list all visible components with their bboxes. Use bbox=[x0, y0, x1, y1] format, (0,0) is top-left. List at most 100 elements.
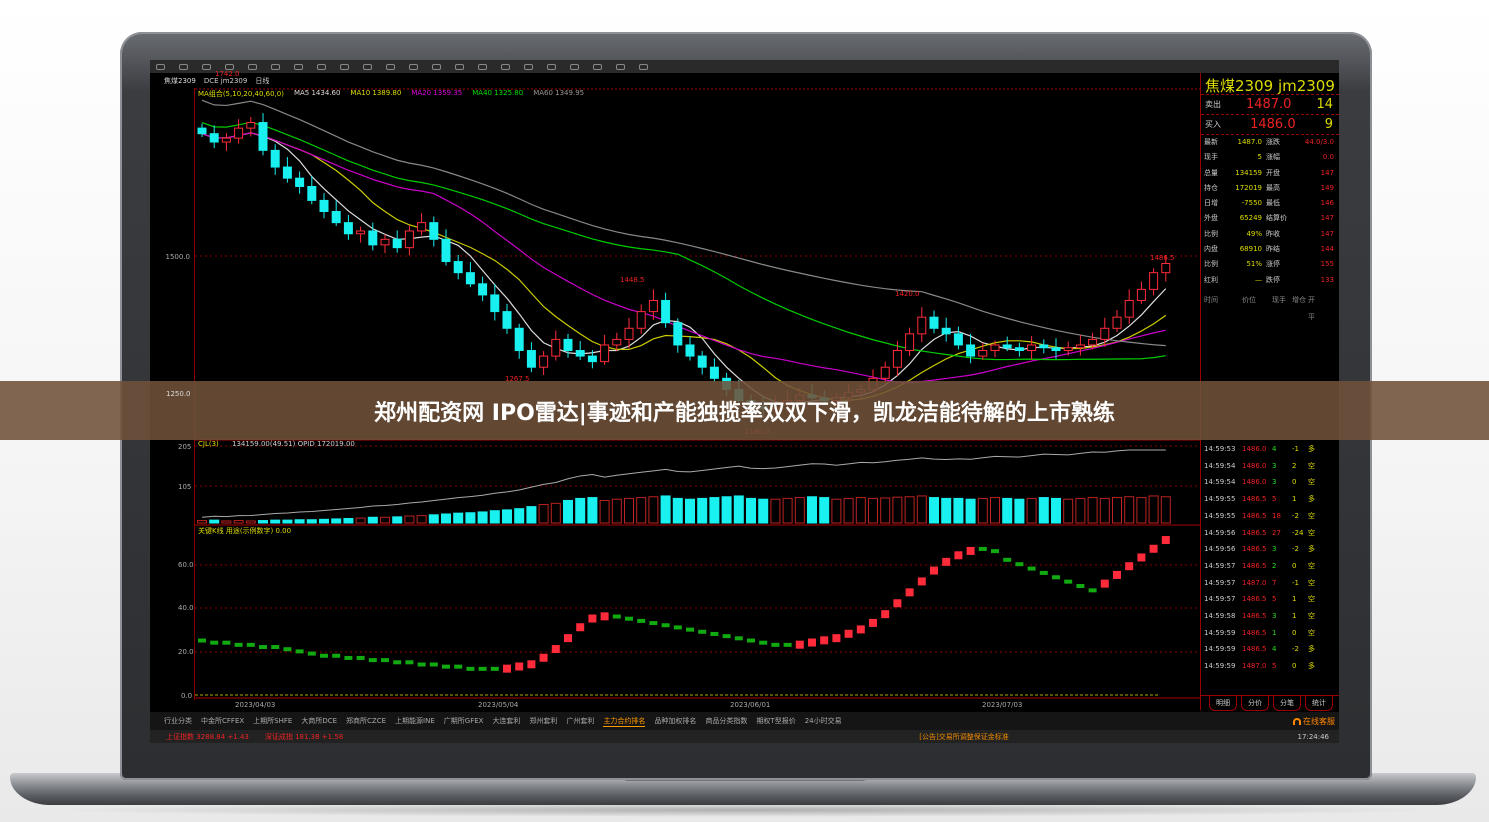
volume-bar bbox=[770, 498, 781, 524]
quote-tab[interactable]: 分价 bbox=[1241, 696, 1269, 711]
market-tab[interactable]: 行业分类 bbox=[164, 717, 192, 725]
contract-menu[interactable]: DCE jm2309 bbox=[203, 76, 248, 85]
market-tab[interactable]: 期权T型报价 bbox=[756, 717, 796, 725]
quote-tab[interactable]: 统计 bbox=[1305, 696, 1333, 711]
tri-tool-icon[interactable] bbox=[570, 63, 579, 70]
trade-cell: 18 bbox=[1272, 511, 1281, 520]
ma-legend-item: MA40 1325.80 bbox=[472, 89, 524, 97]
trade-cell: 14:59:55 bbox=[1204, 495, 1236, 504]
candle-up bbox=[648, 299, 658, 313]
indicator-up-mark bbox=[1125, 562, 1134, 571]
candle-down bbox=[1039, 344, 1049, 349]
volume-bar bbox=[794, 497, 805, 524]
indicator-up-mark bbox=[1113, 570, 1121, 579]
rect-tool-icon[interactable] bbox=[294, 63, 303, 70]
volume-bar bbox=[1099, 497, 1110, 524]
trade-cell: -2 bbox=[1292, 645, 1299, 654]
volume-bar bbox=[636, 497, 647, 524]
volume-bar bbox=[904, 496, 915, 524]
market-tab[interactable]: 上期能源INE bbox=[395, 717, 435, 725]
stat-label: 跌停 bbox=[1266, 275, 1280, 284]
candle-down bbox=[1051, 347, 1061, 352]
trade-cell: 14:59:54 bbox=[1204, 478, 1236, 487]
stat-value: 51% bbox=[1246, 260, 1262, 269]
online-service-button[interactable]: 在线客服 bbox=[1293, 716, 1335, 727]
trade-list[interactable]: 14:59:53 1486.0 4 -1 多 14:59:54 1486.0 3 2 空 14:59… bbox=[1201, 441, 1339, 675]
market-tab[interactable]: 中金所CFFEX bbox=[201, 717, 245, 725]
stat-value: 172019 bbox=[1235, 183, 1262, 192]
quote-tab[interactable]: 分笔 bbox=[1273, 696, 1301, 711]
fib-tool-icon[interactable] bbox=[386, 63, 395, 70]
candle-down bbox=[563, 338, 573, 352]
check-tool-icon[interactable] bbox=[639, 63, 648, 70]
date-label: 2023/06/01 bbox=[730, 701, 771, 709]
stat-value: 49% bbox=[1246, 229, 1262, 238]
market-tab[interactable]: 广期所GFEX bbox=[443, 717, 484, 725]
market-tab[interactable]: 郑州套利 bbox=[529, 717, 558, 725]
volume-bar bbox=[807, 496, 817, 524]
candle-up bbox=[356, 230, 366, 235]
candle-up bbox=[417, 222, 427, 232]
time-tool-icon[interactable] bbox=[432, 63, 441, 70]
measure-tool-icon[interactable] bbox=[248, 63, 257, 70]
notice-ticker[interactable]: [公告]交易所调整保证金标准 bbox=[919, 732, 1009, 741]
trade-cell: 空 bbox=[1308, 478, 1315, 487]
trade-row: 14:59:57 1486.5 5 1 空 bbox=[1201, 591, 1339, 608]
market-tab[interactable]: 大商所DCE bbox=[301, 717, 338, 725]
market-tab[interactable]: 上期所SHFE bbox=[253, 717, 293, 725]
market-tab[interactable]: 主力合约排名 bbox=[603, 716, 646, 727]
box2-tool-icon[interactable] bbox=[317, 63, 326, 70]
stat-value: 149 bbox=[1320, 183, 1334, 192]
wave-tool-icon[interactable] bbox=[524, 63, 533, 70]
tri3-tool-icon[interactable] bbox=[616, 63, 625, 70]
volume-bar bbox=[880, 497, 891, 524]
wave2-tool-icon[interactable] bbox=[547, 63, 556, 70]
price-annotation: 1420.0 bbox=[895, 290, 920, 298]
angle-tool-icon[interactable] bbox=[455, 63, 464, 70]
indicator-down-mark bbox=[295, 649, 304, 654]
cycle-tool-icon[interactable] bbox=[363, 63, 372, 70]
volume-bar bbox=[831, 498, 842, 524]
contract-name[interactable]: 焦煤2309 bbox=[164, 76, 196, 85]
line-tool-icon[interactable] bbox=[202, 63, 211, 70]
text-tool-icon[interactable] bbox=[271, 63, 280, 70]
candle-up bbox=[234, 127, 244, 139]
trade-cell: 7 bbox=[1272, 578, 1277, 587]
trade-cell: 1486.5 bbox=[1242, 495, 1267, 504]
market-tab[interactable]: 广州套利 bbox=[566, 717, 595, 725]
market-tab[interactable]: 郑商所CZCE bbox=[346, 717, 387, 725]
candle-up bbox=[404, 230, 414, 249]
candle-up bbox=[246, 122, 256, 129]
indicator-down-mark bbox=[356, 655, 365, 660]
ray-tool-icon[interactable] bbox=[225, 63, 234, 70]
market-tab[interactable]: 商品分类指数 bbox=[705, 717, 748, 725]
market-tab[interactable]: 大连套利 bbox=[492, 717, 521, 725]
volume-bar bbox=[282, 519, 293, 524]
indicator-down-mark bbox=[1076, 584, 1085, 588]
trade-cell: 14:59:57 bbox=[1204, 595, 1236, 604]
market-tab[interactable]: 24小时交易 bbox=[804, 717, 842, 725]
volume-bar bbox=[746, 497, 756, 524]
box-tool-icon[interactable] bbox=[179, 63, 188, 70]
pct-tool-icon[interactable] bbox=[409, 63, 418, 70]
candle-down bbox=[465, 272, 475, 285]
cursor-tool-icon[interactable] bbox=[156, 63, 165, 70]
candle-down bbox=[587, 355, 597, 363]
trade-cell: 1486.5 bbox=[1242, 595, 1267, 604]
gann-tool-icon[interactable] bbox=[478, 63, 487, 70]
volume-bar bbox=[270, 519, 281, 524]
volume-bar bbox=[1002, 497, 1013, 524]
ma-legend-item: MA20 1359.35 bbox=[411, 89, 463, 97]
market-tab[interactable]: 品种加权排名 bbox=[654, 717, 697, 725]
quote-tab[interactable]: 明细 bbox=[1209, 696, 1237, 711]
channel-tool-icon[interactable] bbox=[501, 63, 510, 70]
candle-down bbox=[319, 199, 329, 213]
volume-label: CJL(3) bbox=[198, 440, 219, 448]
tri2-tool-icon[interactable] bbox=[593, 63, 602, 70]
arc-tool-icon[interactable] bbox=[340, 63, 349, 70]
trade-cell: 14:59:59 bbox=[1204, 628, 1236, 637]
period-selector[interactable]: 日线 bbox=[255, 76, 270, 85]
volume-bar bbox=[916, 495, 927, 524]
trade-cell: 0 bbox=[1292, 561, 1297, 570]
trade-cell: 14:59:57 bbox=[1204, 578, 1236, 587]
